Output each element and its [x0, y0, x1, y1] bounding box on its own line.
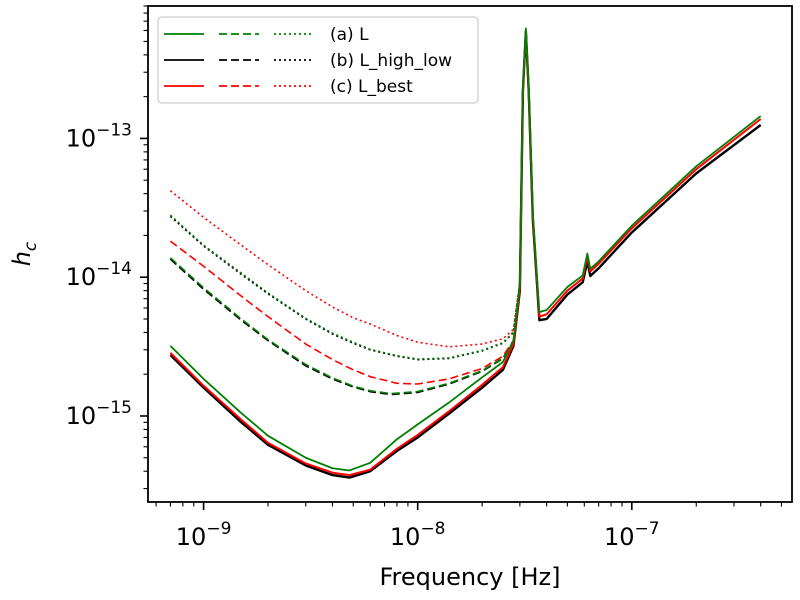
- y-axis-title-subscript: c: [21, 241, 41, 251]
- y-tick-label: 10−15: [66, 398, 132, 430]
- y-tick-label: 10−13: [66, 120, 132, 152]
- x-tick-label: 10−7: [604, 519, 660, 551]
- plot-frame: [147, 5, 793, 503]
- x-axis-title: Frequency [Hz]: [380, 563, 561, 591]
- x-tick-label-exponent: −8: [420, 519, 445, 539]
- series-line-dashed-5: [169, 89, 524, 385]
- legend-label: (a) L: [330, 25, 369, 45]
- x-tick-label-base: 10: [176, 523, 207, 551]
- y-tick-label-exponent: −13: [96, 120, 132, 140]
- x-tick-label: 10−8: [390, 519, 446, 551]
- series-line-solid-2: [169, 27, 762, 472]
- legend-label: (b) L_high_low: [330, 51, 452, 71]
- y-tick-label-base: 10: [66, 402, 97, 430]
- y-tick-label-base: 10: [66, 124, 97, 152]
- x-tick-label-base: 10: [604, 523, 635, 551]
- y-tick-label-base: 10: [66, 263, 97, 291]
- series-line-dashed-4: [169, 89, 524, 395]
- legend-label: (c) L_best: [330, 77, 413, 97]
- y-tick-label-exponent: −14: [96, 259, 132, 279]
- x-tick-label: 10−9: [176, 519, 232, 551]
- series-line-dotted-7: [169, 88, 524, 360]
- x-tick-label-exponent: −7: [635, 519, 660, 539]
- series-line-dotted-8: [169, 86, 524, 348]
- y-tick-label: 10−14: [66, 259, 132, 291]
- legend: (a) L (b) L_high_low (c) L_best: [157, 16, 479, 104]
- x-tick-label-exponent: −9: [206, 519, 231, 539]
- x-tick-label-base: 10: [390, 523, 421, 551]
- y-axis-title: hc: [8, 241, 41, 266]
- legend-frame: [157, 16, 479, 104]
- y-tick-label-exponent: −15: [96, 398, 132, 418]
- y-axis-title-main: h: [8, 251, 36, 266]
- series-layer: [169, 27, 762, 479]
